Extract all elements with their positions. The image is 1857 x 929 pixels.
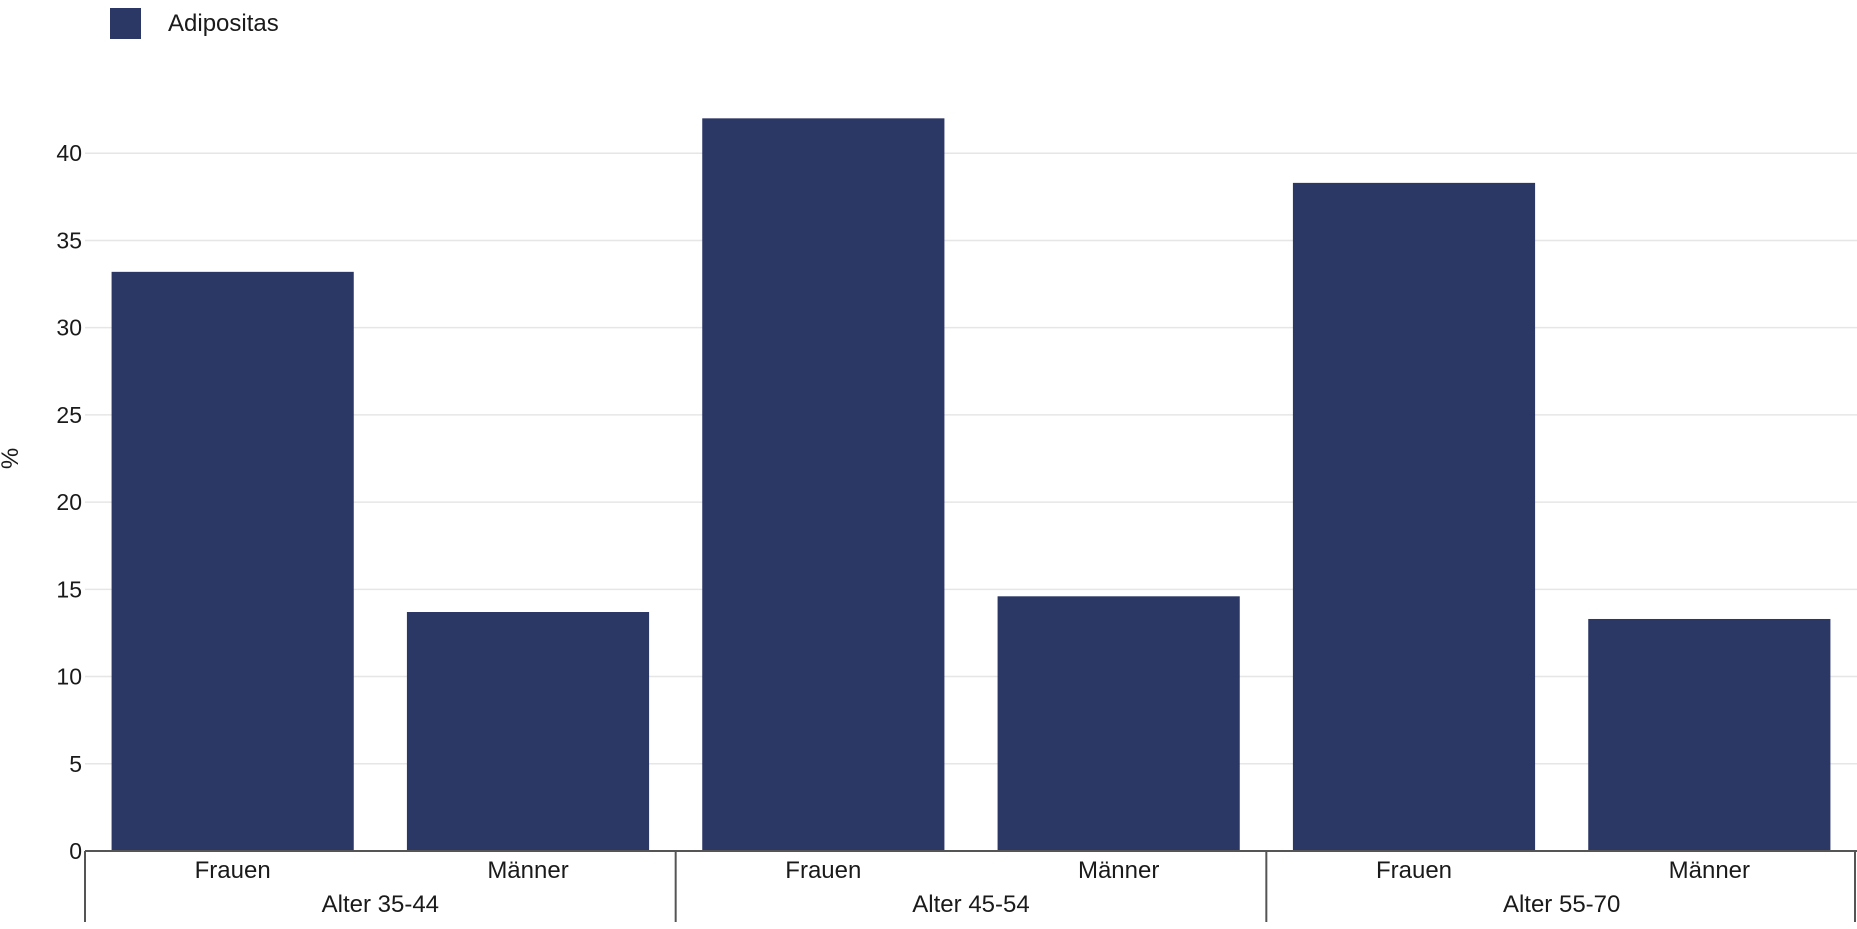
legend-label-adipositas: Adipositas	[168, 9, 279, 37]
bar-1-1	[997, 596, 1240, 851]
y-tick-label: 10	[56, 664, 82, 690]
bar-0-1	[406, 612, 650, 851]
y-tick-label: 0	[69, 838, 82, 864]
bar-2-1	[1588, 618, 1831, 851]
legend: Adipositas	[110, 8, 279, 39]
x-group-label: Alter 35-44	[322, 891, 439, 918]
x-tick-label: Frauen	[1376, 857, 1452, 884]
y-tick-label: 20	[56, 489, 82, 515]
bar-0-0	[111, 271, 354, 851]
x-tick-label: Frauen	[785, 857, 861, 884]
bar-2-0	[1292, 182, 1536, 851]
y-tick-label: 40	[56, 140, 82, 166]
y-tick-label: 5	[69, 751, 82, 777]
x-tick-label: Männer	[1078, 857, 1159, 884]
bar-1-0	[702, 118, 945, 852]
legend-swatch	[110, 8, 141, 39]
x-group-label: Alter 55-70	[1503, 891, 1620, 918]
x-tick-label: Männer	[487, 857, 568, 884]
y-tick-label: 25	[56, 402, 82, 428]
y-tick-label: 35	[56, 227, 82, 253]
y-axis-label: %	[0, 448, 24, 469]
x-tick-label: Frauen	[195, 857, 271, 884]
y-tick-label: 30	[56, 315, 82, 341]
x-group-label: Alter 45-54	[912, 891, 1029, 918]
x-tick-label: Männer	[1669, 857, 1750, 884]
y-tick-label: 15	[56, 576, 82, 602]
